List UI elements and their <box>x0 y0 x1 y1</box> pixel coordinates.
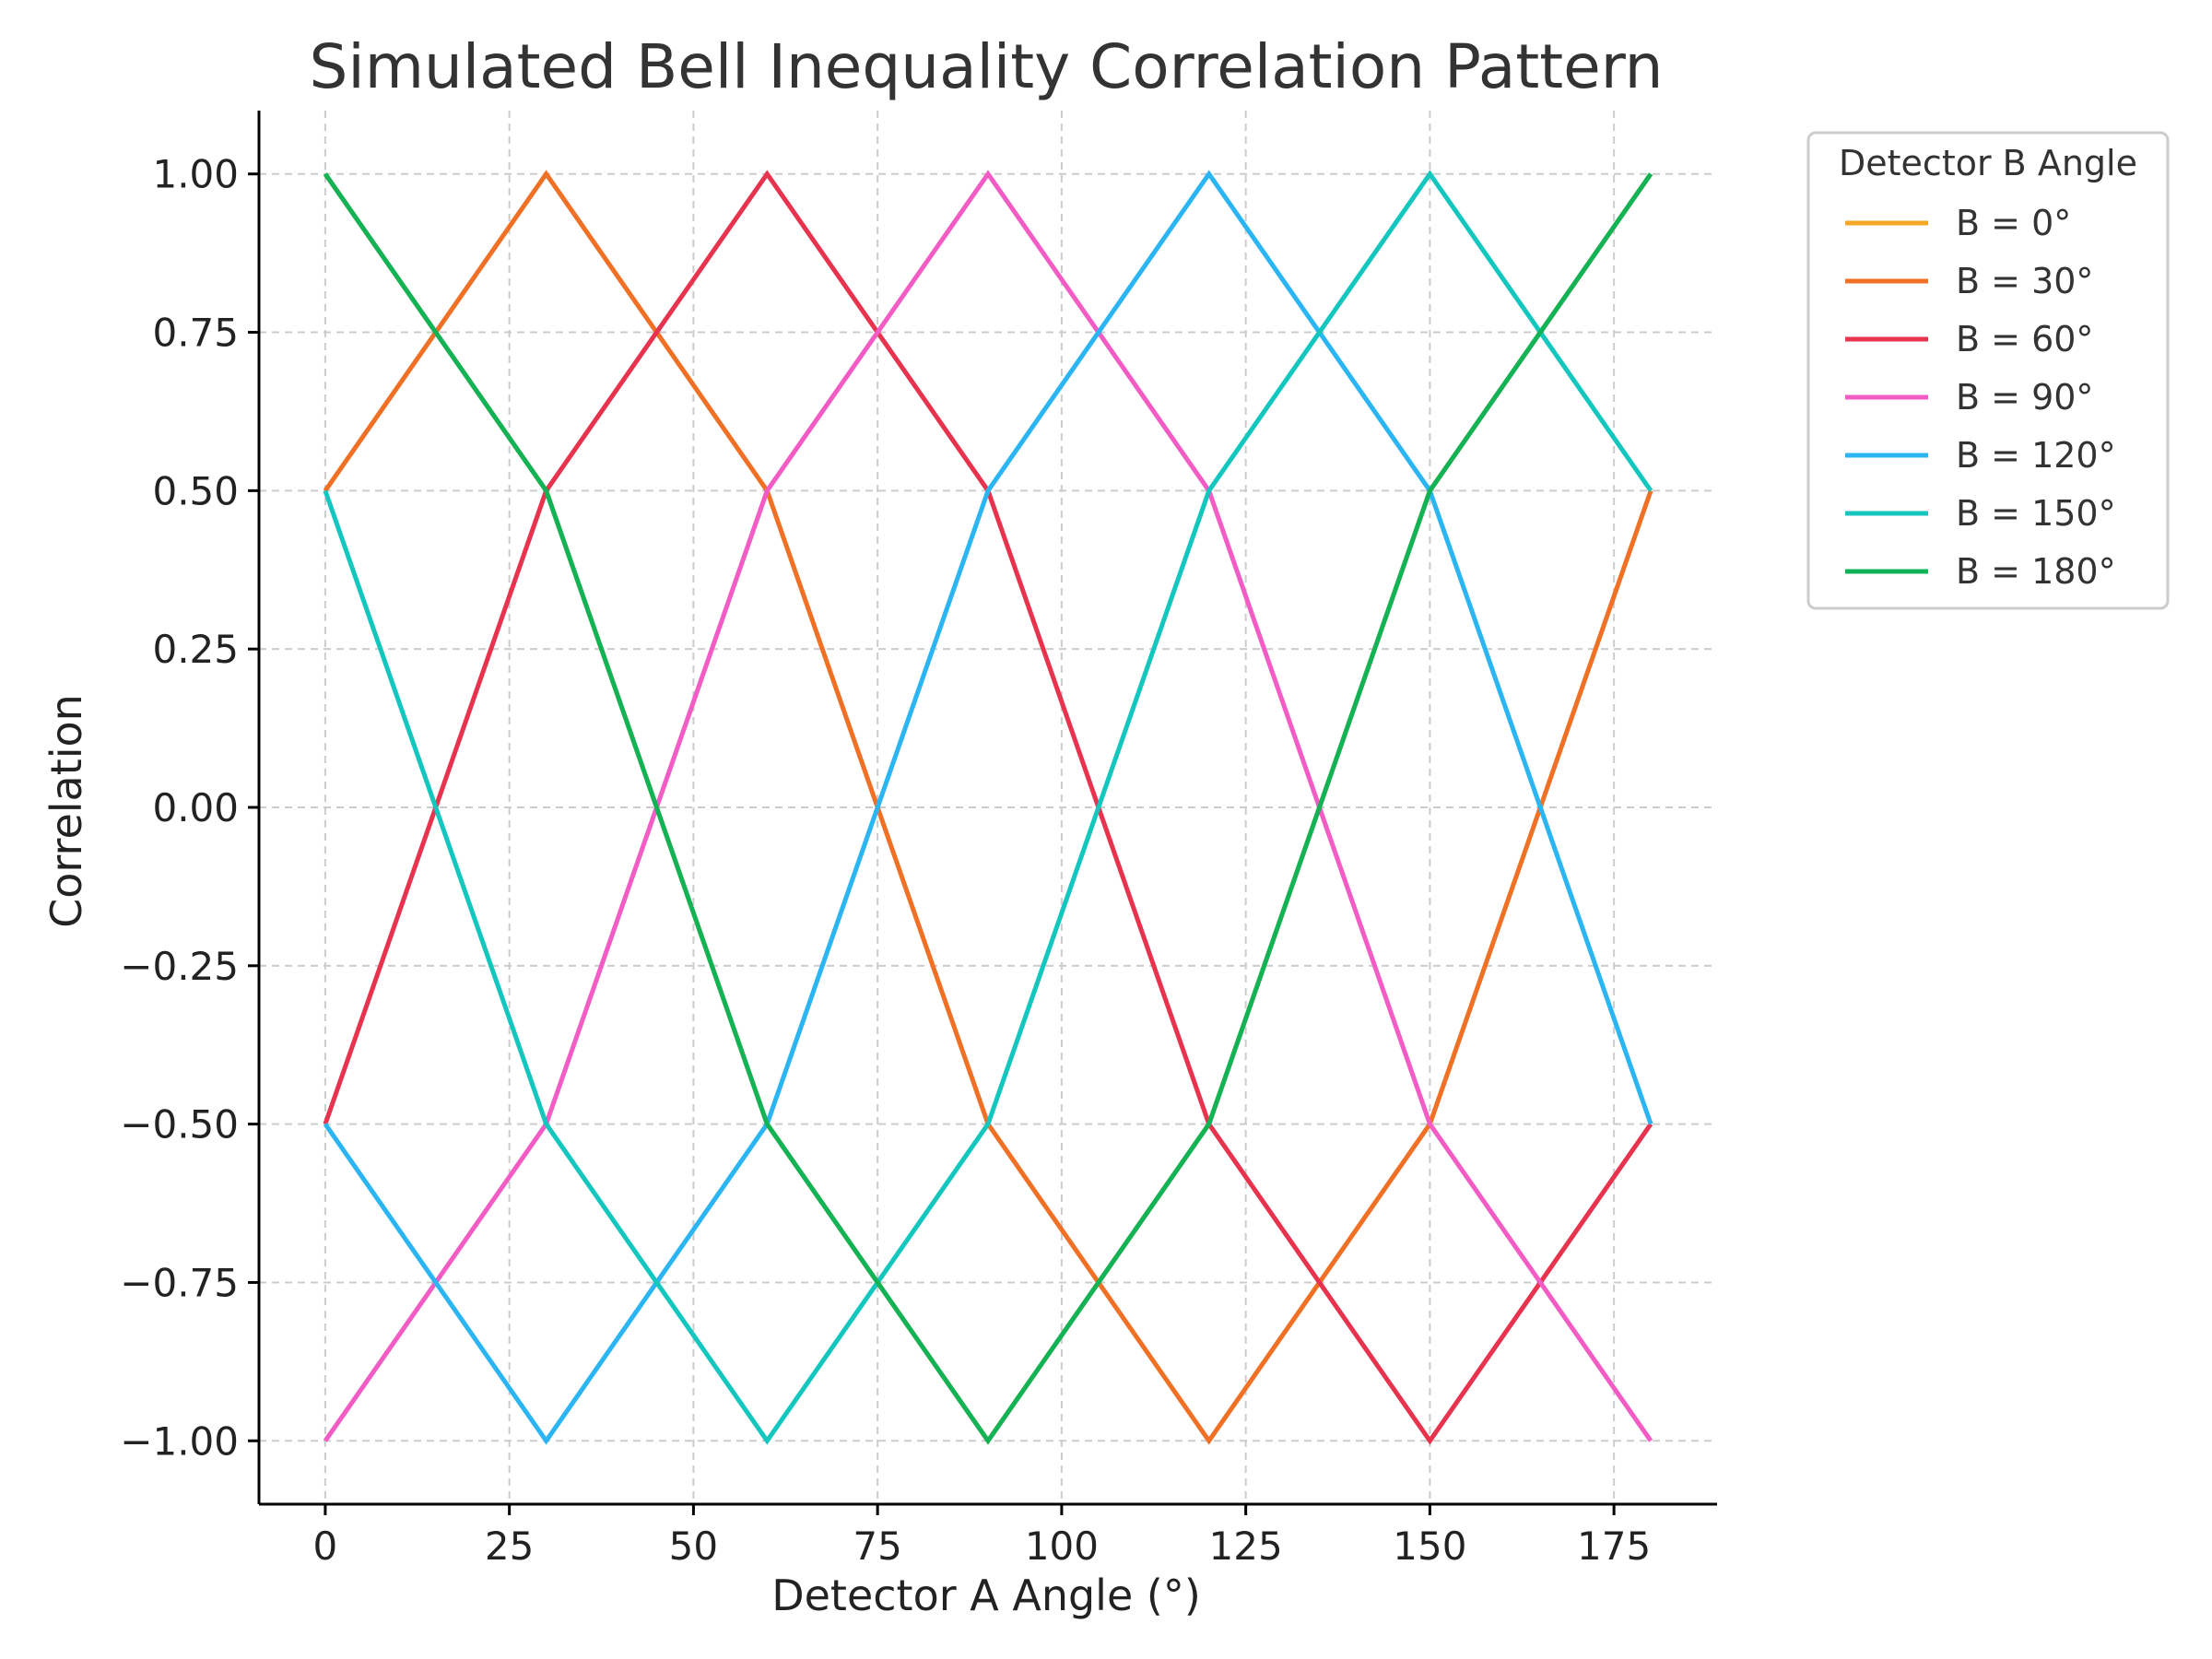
series-line-6 <box>323 172 1653 1445</box>
series-line-5 <box>323 170 1653 1445</box>
chart-title: Simulated Bell Inequality Correlation Pa… <box>309 31 1663 102</box>
plot-series <box>323 170 1653 1445</box>
y-tick-label: 0.00 <box>152 785 239 830</box>
legend-label: B = 0° <box>1956 203 2071 243</box>
x-tick-label: 100 <box>1025 1524 1099 1569</box>
legend-label: B = 30° <box>1956 261 2093 301</box>
legend-title: Detector B Angle <box>1839 143 2137 183</box>
x-axis-ticks: 0 25 50 75 100 125 150 175 <box>313 1504 1651 1569</box>
x-tick-label: 150 <box>1393 1524 1466 1569</box>
legend-label: B = 180° <box>1956 551 2116 592</box>
x-tick-label: 50 <box>669 1524 718 1569</box>
y-tick-label: −0.75 <box>120 1260 239 1305</box>
legend-label: B = 120° <box>1956 435 2116 476</box>
legend-frame <box>1806 131 2170 610</box>
grid <box>259 111 1717 1504</box>
x-tick-label: 175 <box>1577 1524 1651 1569</box>
legend-label: B = 90° <box>1956 377 2093 418</box>
y-axis-ticks: −1.00 −0.75 −0.50 −0.25 0.00 0.25 0.50 0.75 1.00 <box>120 152 259 1464</box>
y-tick-label: −1.00 <box>120 1418 239 1464</box>
legend-label: B = 150° <box>1956 493 2116 534</box>
y-tick-label: 1.00 <box>152 152 239 197</box>
x-tick-label: 125 <box>1209 1524 1283 1569</box>
legend-label: B = 60° <box>1956 319 2093 359</box>
y-tick-label: 0.50 <box>152 468 239 513</box>
x-tick-label: 25 <box>485 1524 534 1569</box>
x-tick-label: 0 <box>313 1524 338 1569</box>
x-tick-label: 75 <box>853 1524 901 1569</box>
y-tick-label: 0.25 <box>152 627 239 672</box>
x-axis-label: Detector A Angle (°) <box>771 1571 1201 1620</box>
legend-items: B = 0° B = 30° B = 60° B = 90° B = 120° B = 1… <box>1845 203 2116 592</box>
y-tick-label: 0.75 <box>152 311 239 356</box>
legend: Detector B Angle B = 0°B = 30°B = 60°B =… <box>1806 131 2170 610</box>
y-tick-label: −0.25 <box>120 944 239 989</box>
y-axis-label: Correlation <box>41 694 91 928</box>
y-tick-label: −0.50 <box>120 1102 239 1147</box>
